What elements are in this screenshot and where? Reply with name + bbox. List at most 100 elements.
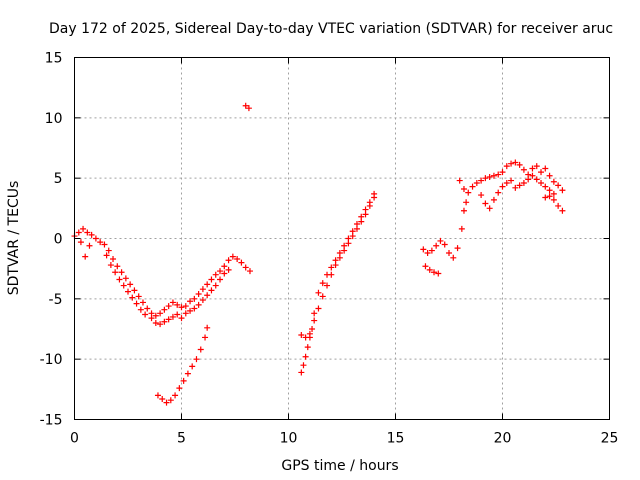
data-point [208,287,215,294]
plot-frame [74,57,610,420]
data-point [246,268,253,275]
data-point [362,206,369,213]
data-point [309,326,316,332]
data-point [125,288,131,295]
data-point [217,276,224,283]
data-point [176,385,183,392]
data-point [193,356,200,363]
data-point [154,392,161,399]
data-point [520,166,527,173]
data-point [428,247,435,254]
data-point [490,196,497,203]
data-points [71,102,566,406]
data-point [473,179,480,186]
data-point [315,289,322,296]
data-point [546,193,553,200]
data-point [529,172,536,179]
data-point [217,268,224,275]
data-point [508,177,515,184]
y-tick-label: -10 [40,352,63,368]
data-point [533,163,540,170]
data-point [306,330,313,337]
data-point [242,102,249,109]
x-tick-label: 15 [387,431,405,447]
y-axis-label: SDTVAR / TECUs [6,181,22,296]
data-point [460,186,467,193]
data-point [110,256,117,263]
data-point [165,303,172,310]
grid-lines [74,57,610,420]
data-point [127,281,134,288]
data-point [437,237,444,244]
data-point [161,318,168,325]
data-point [319,293,326,300]
data-point [559,187,566,194]
data-point [454,245,461,252]
data-point [349,228,356,235]
data-point [178,304,185,311]
data-point [204,292,211,299]
data-point [103,252,110,259]
data-point [172,392,179,399]
data-point [304,344,311,351]
data-point [426,266,433,273]
y-tick-label: -15 [40,413,63,429]
data-point [118,269,125,276]
data-point [420,246,427,253]
data-point [148,315,155,322]
data-point [197,346,204,353]
data-point [336,249,343,256]
data-point [225,266,232,273]
data-point [441,241,448,248]
data-point [460,207,467,214]
data-point [358,213,365,220]
y-tick-label: 15 [45,51,63,67]
data-point [446,249,452,256]
data-point [529,165,536,172]
data-point [129,294,136,301]
data-point [165,316,172,323]
data-point [120,282,127,289]
data-point [499,169,506,176]
data-point [302,334,309,341]
data-point [550,178,557,185]
data-point [559,207,566,214]
data-point [189,363,196,370]
data-point [161,306,168,313]
data-point [469,183,476,190]
data-point [182,310,189,317]
data-point [199,286,206,293]
y-tick-label: 5 [54,171,63,187]
data-point [212,282,219,289]
data-point [191,295,198,302]
chart-title: Day 172 of 2025, Sidereal Day-to-day VTE… [49,21,613,37]
data-point [458,225,465,232]
data-point [433,242,440,249]
x-tick-label: 20 [494,431,512,447]
data-point [324,282,331,289]
data-point [516,161,523,168]
data-point [353,221,360,228]
data-point [490,172,497,179]
data-point [82,253,89,260]
data-point [84,229,91,236]
data-point [525,176,532,183]
data-point [555,182,562,189]
data-point [184,370,191,377]
data-point [512,159,519,166]
data-point [174,301,181,308]
data-point [174,311,181,318]
data-point [101,241,108,248]
data-point [298,332,305,339]
y-tick-label: 0 [54,232,63,248]
data-point [311,310,318,317]
data-point [234,256,241,263]
y-tick-labels: -15 -10 -5 0 5 10 15 [40,51,63,429]
data-point [157,321,164,328]
data-point [503,179,510,186]
data-point [225,257,232,264]
y-tick-label: 10 [45,111,63,127]
data-point [88,231,95,238]
data-point [144,305,151,312]
